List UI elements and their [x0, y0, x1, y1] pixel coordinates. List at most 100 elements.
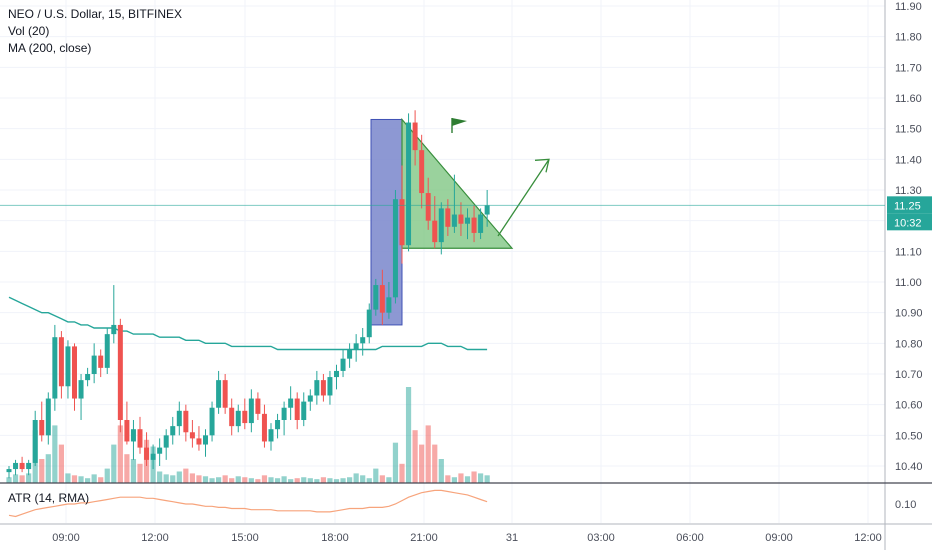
volume-bar [288, 479, 294, 483]
candle [189, 420, 195, 448]
candle [111, 285, 117, 344]
candle [307, 389, 313, 411]
candle [124, 401, 130, 445]
x-tick-label: 06:00 [676, 532, 704, 544]
volume-bar [137, 463, 143, 483]
candle-body [281, 407, 287, 420]
candle [52, 324, 58, 411]
candle-body [124, 420, 130, 442]
ma-200-path [8, 296, 488, 351]
volume-bar [189, 473, 195, 483]
candle [19, 456, 25, 473]
candle-body [6, 469, 12, 473]
candle-body [85, 374, 91, 381]
candle [478, 208, 484, 240]
volume-bar [12, 474, 19, 483]
atr-tick-label: 0.10 [895, 499, 916, 511]
candle [196, 426, 202, 451]
candle [170, 416, 176, 445]
candle [209, 401, 215, 442]
volume-bar [170, 475, 176, 483]
candle-body [117, 324, 123, 420]
volume-bar [65, 473, 71, 483]
volume-bar [71, 475, 78, 483]
candle [412, 110, 418, 166]
candle [360, 328, 366, 356]
candle-body [65, 346, 71, 387]
volume-bar [58, 444, 64, 483]
candle [347, 343, 353, 368]
candle [288, 386, 294, 420]
candle [255, 392, 261, 420]
y-tick-label: 11.30 [895, 185, 922, 197]
volume-bar [202, 476, 209, 483]
candle [85, 367, 91, 387]
y-tick-label: 10.40 [895, 461, 923, 473]
volume-bar [478, 473, 484, 483]
candle [314, 370, 320, 405]
candle-body [320, 380, 326, 396]
candle [353, 334, 359, 362]
volume-bar [229, 478, 235, 483]
candle [327, 370, 333, 405]
candle [484, 190, 490, 227]
grid [0, 0, 885, 523]
candle-body [176, 410, 182, 427]
candle [117, 318, 123, 433]
volume-bar [399, 463, 405, 483]
candle-body [301, 401, 307, 420]
candle-body [458, 214, 464, 224]
candle-body [438, 208, 444, 243]
y-tick-label: 11.50 [895, 124, 922, 136]
y-tick-label: 10.80 [895, 338, 923, 350]
volume-bar [91, 474, 97, 483]
volume-bar [484, 475, 490, 483]
candle [13, 459, 19, 476]
drawings-front[interactable] [451, 118, 550, 237]
y-tick-label: 10.90 [895, 308, 923, 320]
y-tick-label: 10.60 [895, 400, 923, 412]
volume-bar [268, 477, 274, 483]
volume-bar [451, 477, 457, 483]
candle-body [189, 432, 195, 439]
volume-bar [458, 473, 464, 483]
candle-body [425, 193, 431, 221]
y-tick-label: 11.70 [895, 62, 922, 74]
y-tick-label: 11.40 [895, 154, 922, 166]
candle-body [248, 398, 254, 424]
candle-body [399, 199, 405, 246]
candle-body [347, 349, 353, 359]
y-tick-label: 11.60 [895, 93, 922, 105]
x-tick-label: 21:00 [410, 532, 438, 544]
candle [406, 113, 412, 252]
volume-bar [405, 387, 412, 483]
atr-indicator-label[interactable]: ATR (14, RMA) [8, 491, 90, 505]
candle-body [366, 309, 372, 338]
volume-bar [98, 477, 104, 483]
candle [438, 202, 444, 255]
candle-body [314, 380, 320, 396]
candle-body [150, 453, 156, 460]
volume-bar [419, 444, 425, 483]
volume-bar [176, 471, 182, 483]
y-tick-label: 11.10 [895, 246, 922, 258]
candle [281, 401, 287, 436]
x-tick-label: 09:00 [765, 532, 793, 544]
volume-bar [45, 454, 51, 483]
candle-body [137, 429, 143, 448]
volume-bar [464, 476, 471, 483]
x-tick-label: 31 [506, 532, 518, 544]
candle [183, 404, 189, 442]
volume-bar [314, 479, 320, 483]
candle-body [484, 205, 490, 215]
candle-body [392, 199, 398, 298]
candle-body [360, 337, 366, 344]
volume-bar [85, 478, 91, 483]
candle-body [275, 420, 281, 430]
candle-body [170, 426, 176, 436]
ma-200-line [8, 296, 488, 351]
candle-body [451, 214, 457, 227]
candle [58, 331, 64, 399]
